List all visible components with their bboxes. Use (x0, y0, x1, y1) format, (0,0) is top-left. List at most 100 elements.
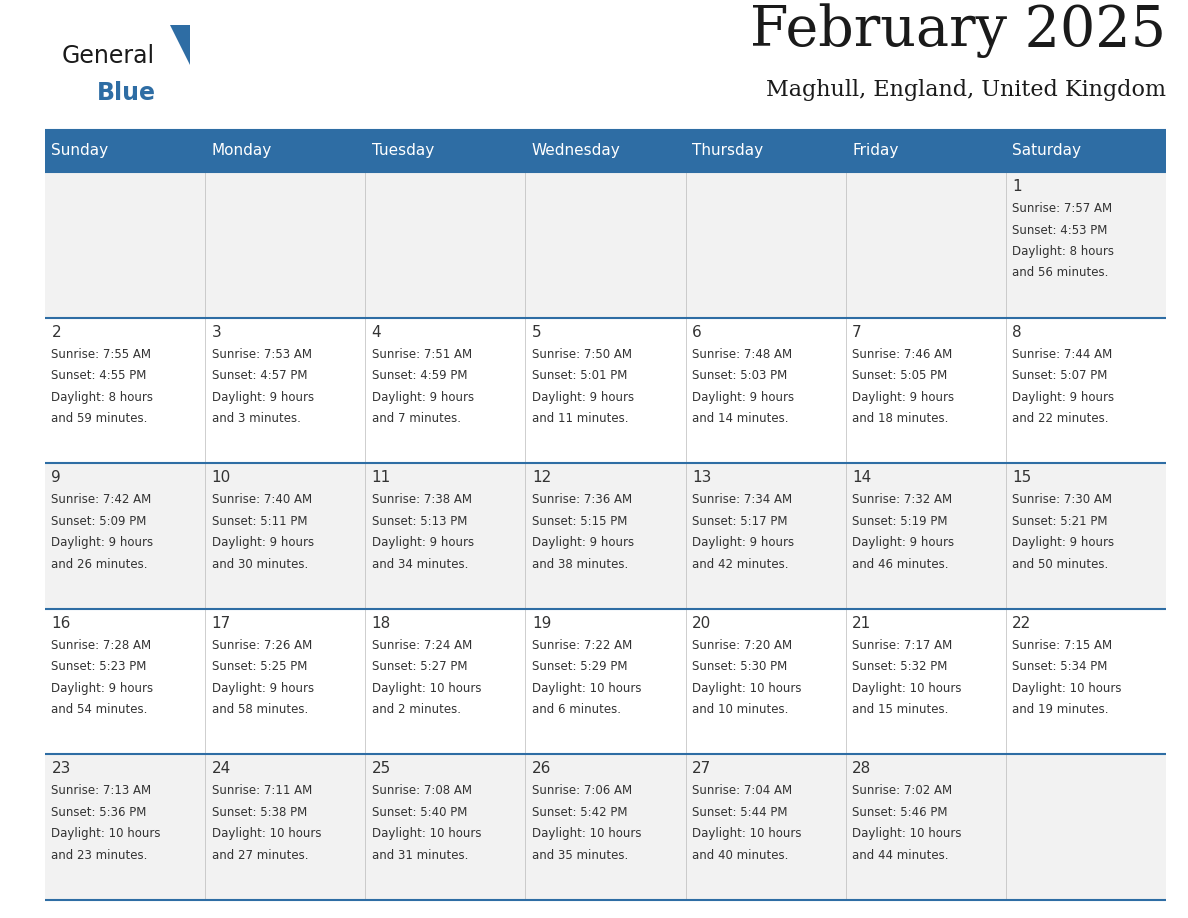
Text: Sunset: 5:11 PM: Sunset: 5:11 PM (211, 515, 307, 528)
Text: Sunrise: 7:08 AM: Sunrise: 7:08 AM (372, 784, 472, 798)
Bar (45, 755, 1165, 900)
Text: and 56 minutes.: and 56 minutes. (1012, 266, 1108, 279)
Text: 26: 26 (532, 761, 551, 777)
Text: 21: 21 (852, 616, 871, 631)
Text: 9: 9 (51, 470, 61, 486)
Text: Sunrise: 7:11 AM: Sunrise: 7:11 AM (211, 784, 311, 798)
Text: and 38 minutes.: and 38 minutes. (532, 558, 628, 571)
Text: and 3 minutes.: and 3 minutes. (211, 412, 301, 425)
Text: Daylight: 9 hours: Daylight: 9 hours (51, 682, 153, 695)
Text: Daylight: 9 hours: Daylight: 9 hours (372, 390, 474, 404)
Text: and 54 minutes.: and 54 minutes. (51, 703, 147, 716)
Text: Sunset: 4:55 PM: Sunset: 4:55 PM (51, 369, 147, 382)
Text: Sunset: 5:07 PM: Sunset: 5:07 PM (1012, 369, 1107, 382)
Text: 8: 8 (1012, 325, 1022, 340)
Text: Sunrise: 7:17 AM: Sunrise: 7:17 AM (852, 639, 953, 652)
Text: and 2 minutes.: and 2 minutes. (372, 703, 461, 716)
Text: Sunrise: 7:36 AM: Sunrise: 7:36 AM (532, 493, 632, 506)
Text: 20: 20 (691, 616, 712, 631)
Text: and 10 minutes.: and 10 minutes. (691, 703, 789, 716)
Text: Daylight: 10 hours: Daylight: 10 hours (372, 682, 481, 695)
Text: Monday: Monday (211, 143, 272, 159)
Text: Sunset: 5:27 PM: Sunset: 5:27 PM (372, 660, 467, 673)
Text: Sunset: 5:01 PM: Sunset: 5:01 PM (532, 369, 627, 382)
Bar (45, 609, 1165, 755)
Text: and 27 minutes.: and 27 minutes. (211, 849, 308, 862)
Bar (45, 130, 1165, 172)
Text: Daylight: 10 hours: Daylight: 10 hours (852, 827, 961, 840)
Text: 12: 12 (532, 470, 551, 486)
Text: Sunrise: 7:51 AM: Sunrise: 7:51 AM (372, 348, 472, 361)
Text: 11: 11 (372, 470, 391, 486)
Text: and 30 minutes.: and 30 minutes. (211, 558, 308, 571)
Text: Daylight: 10 hours: Daylight: 10 hours (1012, 682, 1121, 695)
Text: 23: 23 (51, 761, 71, 777)
Text: 5: 5 (532, 325, 542, 340)
Text: Daylight: 9 hours: Daylight: 9 hours (532, 390, 634, 404)
Text: Maghull, England, United Kingdom: Maghull, England, United Kingdom (766, 79, 1165, 101)
Text: Daylight: 10 hours: Daylight: 10 hours (51, 827, 160, 840)
Text: and 11 minutes.: and 11 minutes. (532, 412, 628, 425)
Text: Sunset: 5:38 PM: Sunset: 5:38 PM (211, 806, 307, 819)
Text: Sunrise: 7:20 AM: Sunrise: 7:20 AM (691, 639, 792, 652)
Text: 25: 25 (372, 761, 391, 777)
Text: 3: 3 (211, 325, 221, 340)
Text: Daylight: 9 hours: Daylight: 9 hours (51, 536, 153, 549)
Text: 24: 24 (211, 761, 230, 777)
Text: and 40 minutes.: and 40 minutes. (691, 849, 789, 862)
Text: and 58 minutes.: and 58 minutes. (211, 703, 308, 716)
Text: 10: 10 (211, 470, 230, 486)
Text: Daylight: 10 hours: Daylight: 10 hours (532, 682, 642, 695)
Text: Blue: Blue (97, 81, 156, 105)
Text: Sunrise: 7:34 AM: Sunrise: 7:34 AM (691, 493, 792, 506)
Text: 15: 15 (1012, 470, 1031, 486)
Text: Sunrise: 7:57 AM: Sunrise: 7:57 AM (1012, 202, 1112, 215)
Text: 19: 19 (532, 616, 551, 631)
Bar (45, 172, 1165, 318)
Bar (45, 318, 1165, 464)
Text: Sunrise: 7:48 AM: Sunrise: 7:48 AM (691, 348, 792, 361)
Text: Daylight: 9 hours: Daylight: 9 hours (211, 682, 314, 695)
Text: Sunset: 5:21 PM: Sunset: 5:21 PM (1012, 515, 1107, 528)
Text: Sunrise: 7:50 AM: Sunrise: 7:50 AM (532, 348, 632, 361)
Text: Sunrise: 7:15 AM: Sunrise: 7:15 AM (1012, 639, 1112, 652)
Text: Sunset: 5:36 PM: Sunset: 5:36 PM (51, 806, 147, 819)
Text: Sunset: 5:05 PM: Sunset: 5:05 PM (852, 369, 947, 382)
Text: Daylight: 9 hours: Daylight: 9 hours (211, 536, 314, 549)
Text: Daylight: 9 hours: Daylight: 9 hours (372, 536, 474, 549)
Text: Sunset: 5:09 PM: Sunset: 5:09 PM (51, 515, 147, 528)
Polygon shape (170, 25, 190, 65)
Text: Daylight: 10 hours: Daylight: 10 hours (372, 827, 481, 840)
Text: and 18 minutes.: and 18 minutes. (852, 412, 948, 425)
Text: and 59 minutes.: and 59 minutes. (51, 412, 147, 425)
Text: and 31 minutes.: and 31 minutes. (372, 849, 468, 862)
Text: Daylight: 9 hours: Daylight: 9 hours (532, 536, 634, 549)
Text: 13: 13 (691, 470, 712, 486)
Text: Wednesday: Wednesday (532, 143, 620, 159)
Text: Sunset: 4:59 PM: Sunset: 4:59 PM (372, 369, 467, 382)
Text: Daylight: 8 hours: Daylight: 8 hours (1012, 245, 1114, 258)
Text: Sunrise: 7:38 AM: Sunrise: 7:38 AM (372, 493, 472, 506)
Text: and 44 minutes.: and 44 minutes. (852, 849, 949, 862)
Text: Daylight: 8 hours: Daylight: 8 hours (51, 390, 153, 404)
Text: Sunday: Sunday (51, 143, 108, 159)
Text: 17: 17 (211, 616, 230, 631)
Text: Sunset: 5:46 PM: Sunset: 5:46 PM (852, 806, 948, 819)
Text: Daylight: 10 hours: Daylight: 10 hours (691, 682, 802, 695)
Text: and 7 minutes.: and 7 minutes. (372, 412, 461, 425)
Text: Daylight: 10 hours: Daylight: 10 hours (691, 827, 802, 840)
Text: 2: 2 (51, 325, 61, 340)
Text: Saturday: Saturday (1012, 143, 1081, 159)
Text: and 14 minutes.: and 14 minutes. (691, 412, 789, 425)
Text: and 42 minutes.: and 42 minutes. (691, 558, 789, 571)
Text: Sunset: 5:17 PM: Sunset: 5:17 PM (691, 515, 788, 528)
Text: Sunrise: 7:53 AM: Sunrise: 7:53 AM (211, 348, 311, 361)
Text: Sunset: 4:53 PM: Sunset: 4:53 PM (1012, 223, 1107, 237)
Text: Sunrise: 7:42 AM: Sunrise: 7:42 AM (51, 493, 152, 506)
Text: Daylight: 9 hours: Daylight: 9 hours (691, 536, 794, 549)
Text: 18: 18 (372, 616, 391, 631)
Text: 7: 7 (852, 325, 861, 340)
Text: Sunrise: 7:40 AM: Sunrise: 7:40 AM (211, 493, 311, 506)
Text: Thursday: Thursday (691, 143, 763, 159)
Text: Sunset: 5:25 PM: Sunset: 5:25 PM (211, 660, 307, 673)
